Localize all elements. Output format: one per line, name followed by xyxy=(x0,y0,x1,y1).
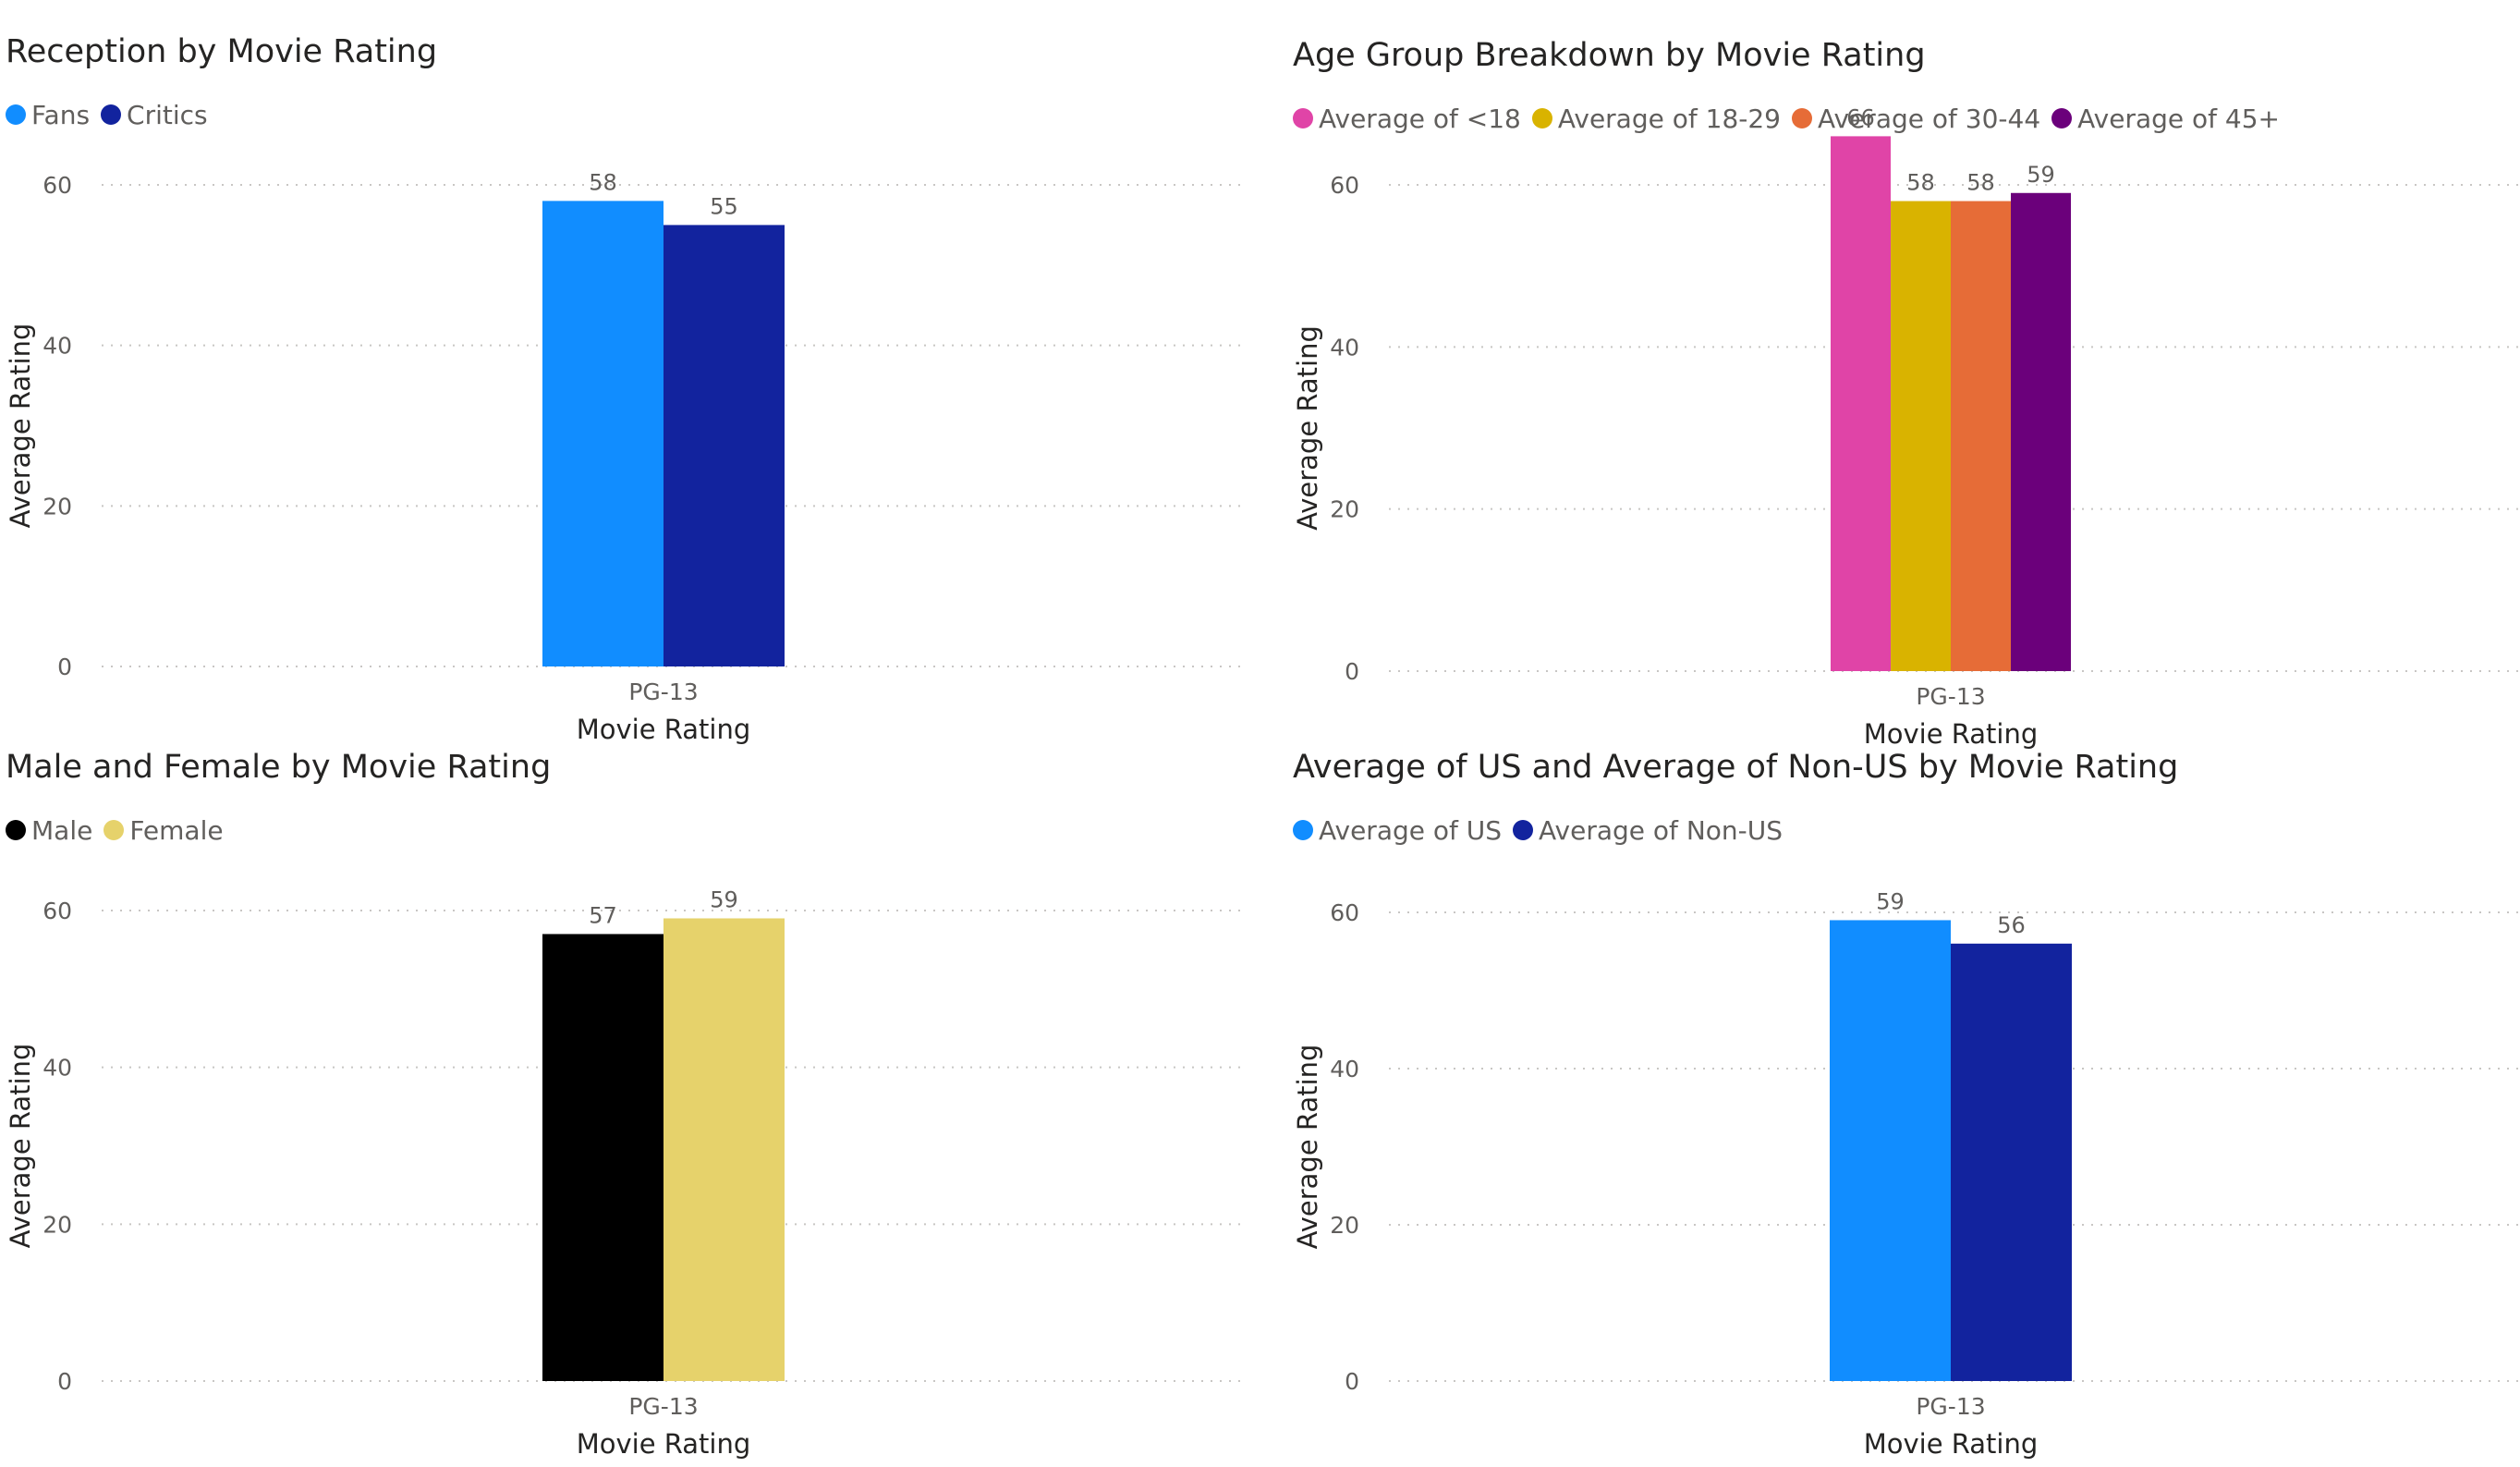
y-axis-title: Average Rating xyxy=(1292,1045,1323,1250)
y-tick-label: 20 xyxy=(43,493,72,520)
x-axis-title: Movie Rating xyxy=(577,1428,751,1460)
legend-item-average-of-45[interactable]: Average of 45+ xyxy=(2051,104,2280,134)
chart-title: Reception by Movie Rating xyxy=(6,33,438,70)
y-tick-label: 0 xyxy=(1345,658,1359,685)
chart-legend[interactable]: Average of <18 Average of 18-29 Average of… xyxy=(1293,100,2291,137)
bar-average-of-45[interactable] xyxy=(2011,192,2071,671)
x-tick-label: PG-13 xyxy=(628,678,698,705)
legend-swatch xyxy=(1293,820,1313,840)
y-tick-label: 60 xyxy=(1330,172,1359,199)
y-tick-label: 60 xyxy=(1330,899,1359,926)
y-tick-label: 20 xyxy=(43,1211,72,1238)
legend-label: Average of 45+ xyxy=(2077,103,2280,134)
legend-swatch xyxy=(6,104,26,125)
legend-swatch xyxy=(2051,108,2073,128)
y-tick-label: 0 xyxy=(57,654,72,680)
chart-reception: Reception by Movie Rating Fans Critics 0 2… xyxy=(0,0,1260,745)
legend-item-average-of-us[interactable]: Average of US xyxy=(1293,815,1502,846)
data-label: 58 xyxy=(1906,170,1935,196)
legend-swatch xyxy=(1513,820,1534,840)
legend-label: Female xyxy=(129,814,224,846)
legend-label: Average of US xyxy=(1319,814,1503,846)
legend-label: Critics xyxy=(127,99,208,130)
y-axis-title: Average Rating xyxy=(5,1044,36,1249)
chart-legend[interactable]: Average of US Average of Non-US xyxy=(1293,812,1794,849)
data-label: 59 xyxy=(2027,162,2055,188)
legend-label: Average of Non-US xyxy=(1539,814,1783,846)
chart-plot: 0 20 40 60 66 58 58 59 PG-13 Movie Rating Average … xyxy=(1292,104,2520,750)
legend-swatch xyxy=(1293,108,1313,128)
chart-legend[interactable]: Fans Critics xyxy=(6,96,219,133)
bar-average-of-18-29[interactable] xyxy=(1891,201,1951,672)
y-tick-label: 60 xyxy=(43,172,72,199)
x-axis-title: Movie Rating xyxy=(1864,1428,2039,1460)
chart-us-non-us: Average of US and Average of Non-US by M… xyxy=(1287,715,2520,1460)
legend-item-average-of-18-29[interactable]: Average of 18-29 xyxy=(1531,103,1781,134)
x-axis-title: Movie Rating xyxy=(577,714,751,745)
bar-average-of-18[interactable] xyxy=(1831,136,1891,671)
legend-item-male[interactable]: Male xyxy=(6,815,92,846)
legend-swatch xyxy=(101,104,122,125)
y-tick-label: 20 xyxy=(1330,1212,1359,1239)
chart-male-female: Male and Female by Movie Rating Male Fema… xyxy=(0,715,1260,1460)
legend-item-average-of-18[interactable]: Average of <18 xyxy=(1293,104,1521,134)
y-axis-title: Average Rating xyxy=(5,324,36,529)
bar-average-of-30-44[interactable] xyxy=(1951,201,2011,672)
legend-item-female[interactable]: Female xyxy=(103,814,224,846)
chart-legend[interactable]: Male Female xyxy=(6,812,235,849)
bar-average-of-us[interactable] xyxy=(1830,920,1951,1381)
bar-critics[interactable] xyxy=(663,225,785,666)
bar-female[interactable] xyxy=(663,918,785,1381)
legend-item-average-of-30-44[interactable]: Average of 30-44 xyxy=(1792,104,2040,134)
data-label: 57 xyxy=(589,902,617,928)
legend-swatch xyxy=(6,820,26,840)
y-tick-label: 40 xyxy=(1330,1056,1359,1082)
chart-title: Male and Female by Movie Rating xyxy=(6,749,552,786)
y-tick-label: 0 xyxy=(57,1368,72,1395)
x-tick-label: PG-13 xyxy=(628,1393,698,1420)
y-tick-label: 0 xyxy=(1345,1368,1359,1395)
legend-label: Average of 30-44 xyxy=(1818,103,2041,134)
legend-swatch xyxy=(103,820,125,840)
legend-swatch xyxy=(1792,108,1812,128)
legend-item-average-of-non-us[interactable]: Average of Non-US xyxy=(1513,815,1783,846)
legend-swatch xyxy=(1531,108,1552,128)
chart-age-group: Age Group Breakdown by Movie Rating Aver… xyxy=(1287,4,2520,750)
data-label: 59 xyxy=(1876,888,1905,914)
legend-label: Average of 18-29 xyxy=(1557,103,1781,134)
data-label: 55 xyxy=(710,193,738,219)
legend-item-fans[interactable]: Fans xyxy=(6,100,90,130)
legend-label: Average of <18 xyxy=(1319,103,1521,134)
legend-label: Male xyxy=(31,814,93,846)
y-tick-label: 40 xyxy=(43,1055,72,1082)
chart-plot: 0 20 40 60 59 56 PG-13 Movie Rating Average Rati… xyxy=(1292,888,2520,1460)
data-label: 56 xyxy=(1997,912,2026,938)
legend-item-critics[interactable]: Critics xyxy=(101,100,208,130)
data-label: 59 xyxy=(710,886,738,912)
x-axis-title: Movie Rating xyxy=(1864,718,2039,750)
chart-title: Average of US and Average of Non-US by M… xyxy=(1293,749,2179,786)
y-tick-label: 40 xyxy=(1330,334,1359,361)
data-label: 66 xyxy=(1846,104,1875,130)
data-label: 58 xyxy=(589,169,617,195)
chart-plot: 0 20 40 60 57 59 PG-13 Movie Rating Average Rati… xyxy=(5,886,1243,1460)
chart-plot: 0 20 40 60 58 55 PG-13 Movie Rating Average Rati… xyxy=(5,169,1243,745)
y-tick-label: 40 xyxy=(43,333,72,360)
legend-label: Fans xyxy=(31,99,91,130)
bar-male[interactable] xyxy=(542,934,663,1381)
y-axis-title: Average Rating xyxy=(1292,325,1323,531)
x-tick-label: PG-13 xyxy=(1916,683,1985,710)
data-label: 58 xyxy=(1966,170,1995,196)
chart-title: Age Group Breakdown by Movie Rating xyxy=(1293,37,1926,74)
bar-fans[interactable] xyxy=(542,201,663,666)
y-tick-label: 60 xyxy=(43,898,72,924)
x-tick-label: PG-13 xyxy=(1916,1393,1985,1420)
bar-average-of-non-us[interactable] xyxy=(1951,943,2072,1381)
y-tick-label: 20 xyxy=(1330,496,1359,523)
